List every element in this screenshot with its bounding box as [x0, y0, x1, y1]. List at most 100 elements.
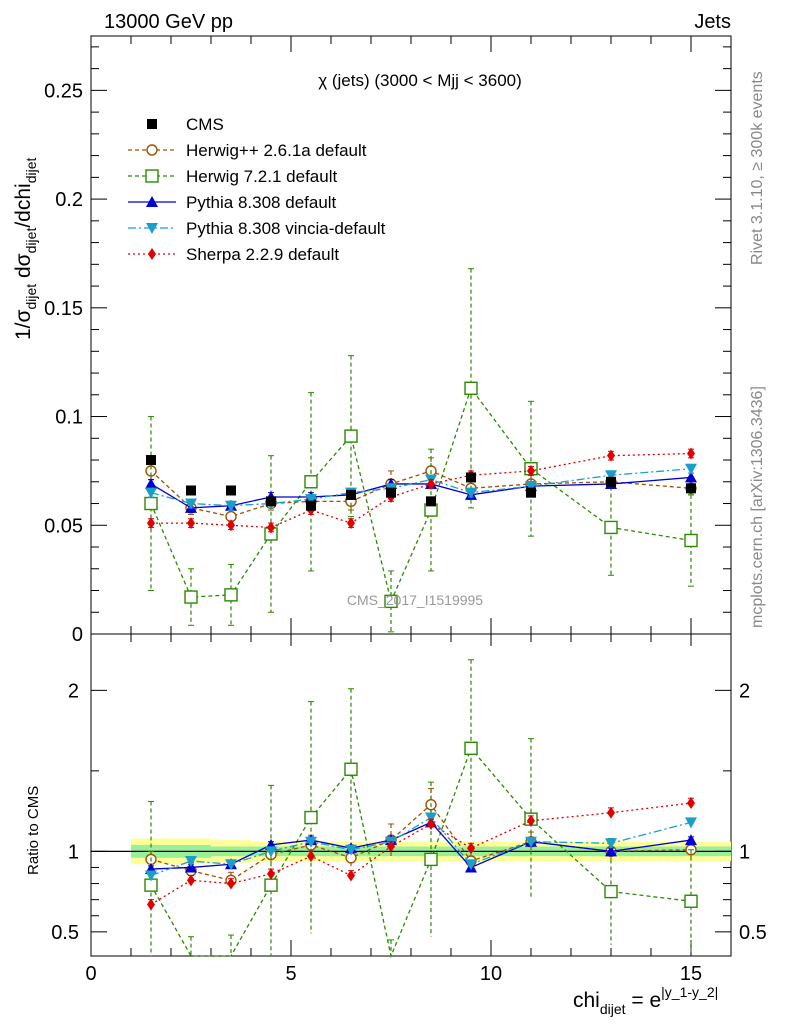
- legend-item: Sherpa 2.2.9 default: [128, 245, 339, 264]
- ratio-point: [387, 840, 395, 853]
- x-tick-label: 5: [285, 963, 296, 985]
- header-right: Jets: [694, 11, 731, 33]
- data-point: [384, 594, 398, 609]
- cms-data-point: [226, 485, 236, 496]
- axes: 0 5 10 15 0 0.05 0.1 0.15 0.2 0.25 0.5 0.5 1 1 2 2: [44, 36, 767, 985]
- ratio-point: [305, 836, 317, 848]
- data-point: [224, 588, 238, 602]
- y-axis-label-top: 1/σdijet dσdijet/dchidijet: [12, 158, 39, 340]
- ratio-point: [344, 762, 358, 776]
- data-point: [347, 517, 355, 530]
- legend-item: Herwig 7.2.1 default: [128, 167, 337, 186]
- ratio-series-herwig-7-2-1-default: [144, 659, 698, 959]
- data-point: [344, 429, 358, 443]
- cms-data-point: [146, 455, 156, 466]
- y-tick-label: 0.2: [55, 189, 83, 211]
- ratio-point: [145, 870, 157, 882]
- ratio-line: [150, 821, 692, 870]
- legend-marker: [146, 144, 158, 156]
- data-point: [464, 381, 478, 395]
- ratio-point: [685, 834, 697, 846]
- ratio-point: [265, 846, 277, 858]
- data-point: [684, 533, 698, 548]
- cms-data-point: [346, 489, 356, 500]
- legend-marker: [146, 223, 158, 234]
- analysis-watermark: CMS_2017_I1519995: [347, 592, 483, 608]
- ratio-point: [304, 810, 318, 825]
- ratio-point: [527, 814, 535, 827]
- data-point: [604, 520, 618, 535]
- data-point: [147, 517, 155, 530]
- data-point: [427, 477, 435, 490]
- cms-data-point: [526, 487, 536, 498]
- data-point: [607, 449, 615, 462]
- ratio-y-tick-label-right: 2: [739, 680, 750, 702]
- ratio-point: [185, 856, 197, 868]
- legend-item: Pythia 8.308 default: [128, 193, 337, 212]
- ratio-point: [264, 878, 278, 892]
- ratio-point: [225, 859, 237, 871]
- cms-data-point: [306, 500, 316, 511]
- cms-data-point: [426, 496, 436, 507]
- series-cms: [146, 455, 696, 511]
- y-tick-label: 0.25: [44, 80, 83, 102]
- ratio-line: [150, 747, 692, 959]
- data-point: [227, 519, 235, 532]
- data-point: [527, 464, 535, 477]
- ratio-point: [347, 869, 355, 882]
- ratio-y-tick-label: 2: [68, 680, 79, 702]
- series-line: [150, 470, 692, 518]
- legend-label: Herwig 7.2.1 default: [186, 167, 337, 186]
- x-tick-label: 0: [85, 963, 96, 985]
- ratio-point: [187, 874, 195, 887]
- ratio-point: [605, 838, 617, 850]
- ratio-point: [147, 898, 155, 911]
- data-point: [267, 521, 275, 534]
- ratio-series-sherpa-2-2-9-default: [147, 797, 695, 911]
- legend-label: Pythia 8.308 vincia-default: [186, 219, 386, 238]
- y-axis-label-ratio: Ratio to CMS: [25, 786, 42, 875]
- x-tick-label: 10: [480, 963, 502, 985]
- ratio-point: [227, 877, 235, 890]
- cms-data-point: [186, 485, 196, 496]
- ratio-point: [427, 817, 435, 830]
- data-point: [525, 481, 537, 493]
- data-point: [145, 487, 157, 499]
- ratio-point: [345, 844, 357, 856]
- ratio-line: [150, 802, 692, 906]
- ratio-y-tick-label: 1: [68, 841, 79, 863]
- ratio-y-tick-label-right: 1: [739, 841, 750, 863]
- side-label-bottom: mcplots.cern.ch [arXiv:1306.3436]: [749, 386, 766, 628]
- legend-label: Sherpa 2.2.9 default: [186, 245, 339, 264]
- ratio-point: [424, 852, 438, 867]
- y-tick-label: 0.05: [44, 515, 83, 537]
- main-panel-series: [144, 268, 698, 633]
- data-point: [685, 463, 697, 475]
- ratio-line: [150, 816, 692, 877]
- cms-data-point: [386, 487, 396, 498]
- ratio-point: [685, 817, 697, 829]
- series-line: [150, 476, 692, 509]
- cms-data-point: [266, 496, 276, 507]
- data-point: [145, 477, 157, 489]
- ratio-point: [687, 797, 695, 810]
- data-point: [225, 500, 237, 512]
- legend-item: Herwig++ 2.6.1a default: [128, 141, 367, 160]
- series-herwig-7-2-1-default: [144, 268, 698, 633]
- cms-data-point: [606, 476, 616, 487]
- data-point: [685, 471, 697, 483]
- series-line: [151, 452, 692, 529]
- legend-marker: [145, 169, 159, 183]
- ratio-point: [464, 741, 478, 756]
- data-point: [185, 498, 197, 510]
- data-point: [465, 487, 477, 499]
- ratio-panel-frame: [90, 633, 732, 957]
- cms-data-point: [686, 483, 696, 494]
- x-tick-label: 15: [680, 963, 702, 985]
- data-point: [305, 494, 317, 506]
- ratio-y-tick-label-right: 0.5: [739, 922, 767, 944]
- ratio-y-tick-label: 0.5: [51, 922, 79, 944]
- chart-title: χ (jets) (3000 < Mjj < 3600): [318, 71, 522, 90]
- data-point: [687, 447, 695, 460]
